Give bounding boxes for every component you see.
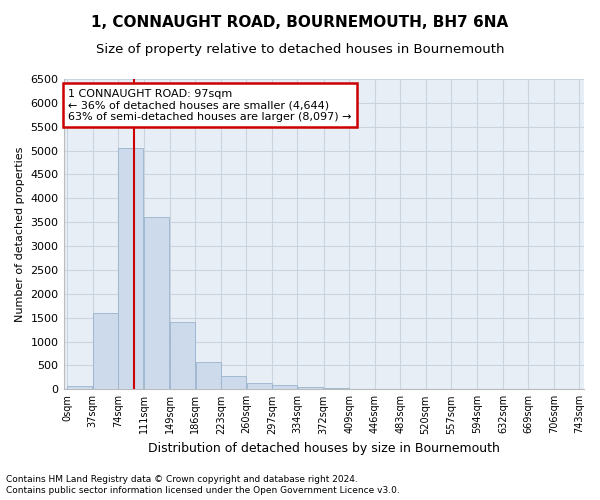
Text: Contains HM Land Registry data © Crown copyright and database right 2024.: Contains HM Land Registry data © Crown c… [6, 474, 358, 484]
Bar [118, 148, 143, 390]
Bar [170, 322, 195, 390]
Text: Contains public sector information licensed under the Open Government Licence v3: Contains public sector information licen… [6, 486, 400, 495]
Text: 1, CONNAUGHT ROAD, BOURNEMOUTH, BH7 6NA: 1, CONNAUGHT ROAD, BOURNEMOUTH, BH7 6NA [91, 15, 509, 30]
X-axis label: Distribution of detached houses by size in Bournemouth: Distribution of detached houses by size … [148, 442, 500, 455]
Bar [324, 388, 349, 390]
Bar [196, 362, 221, 390]
Bar [221, 376, 246, 390]
Text: 1 CONNAUGHT ROAD: 97sqm
← 36% of detached houses are smaller (4,644)
63% of semi: 1 CONNAUGHT ROAD: 97sqm ← 36% of detache… [68, 88, 352, 122]
Text: Size of property relative to detached houses in Bournemouth: Size of property relative to detached ho… [96, 42, 504, 56]
Y-axis label: Number of detached properties: Number of detached properties [15, 146, 25, 322]
Bar [144, 218, 169, 390]
Bar [67, 386, 92, 390]
Bar [298, 388, 323, 390]
Bar [247, 383, 272, 390]
Bar [93, 313, 118, 390]
Bar [272, 386, 297, 390]
